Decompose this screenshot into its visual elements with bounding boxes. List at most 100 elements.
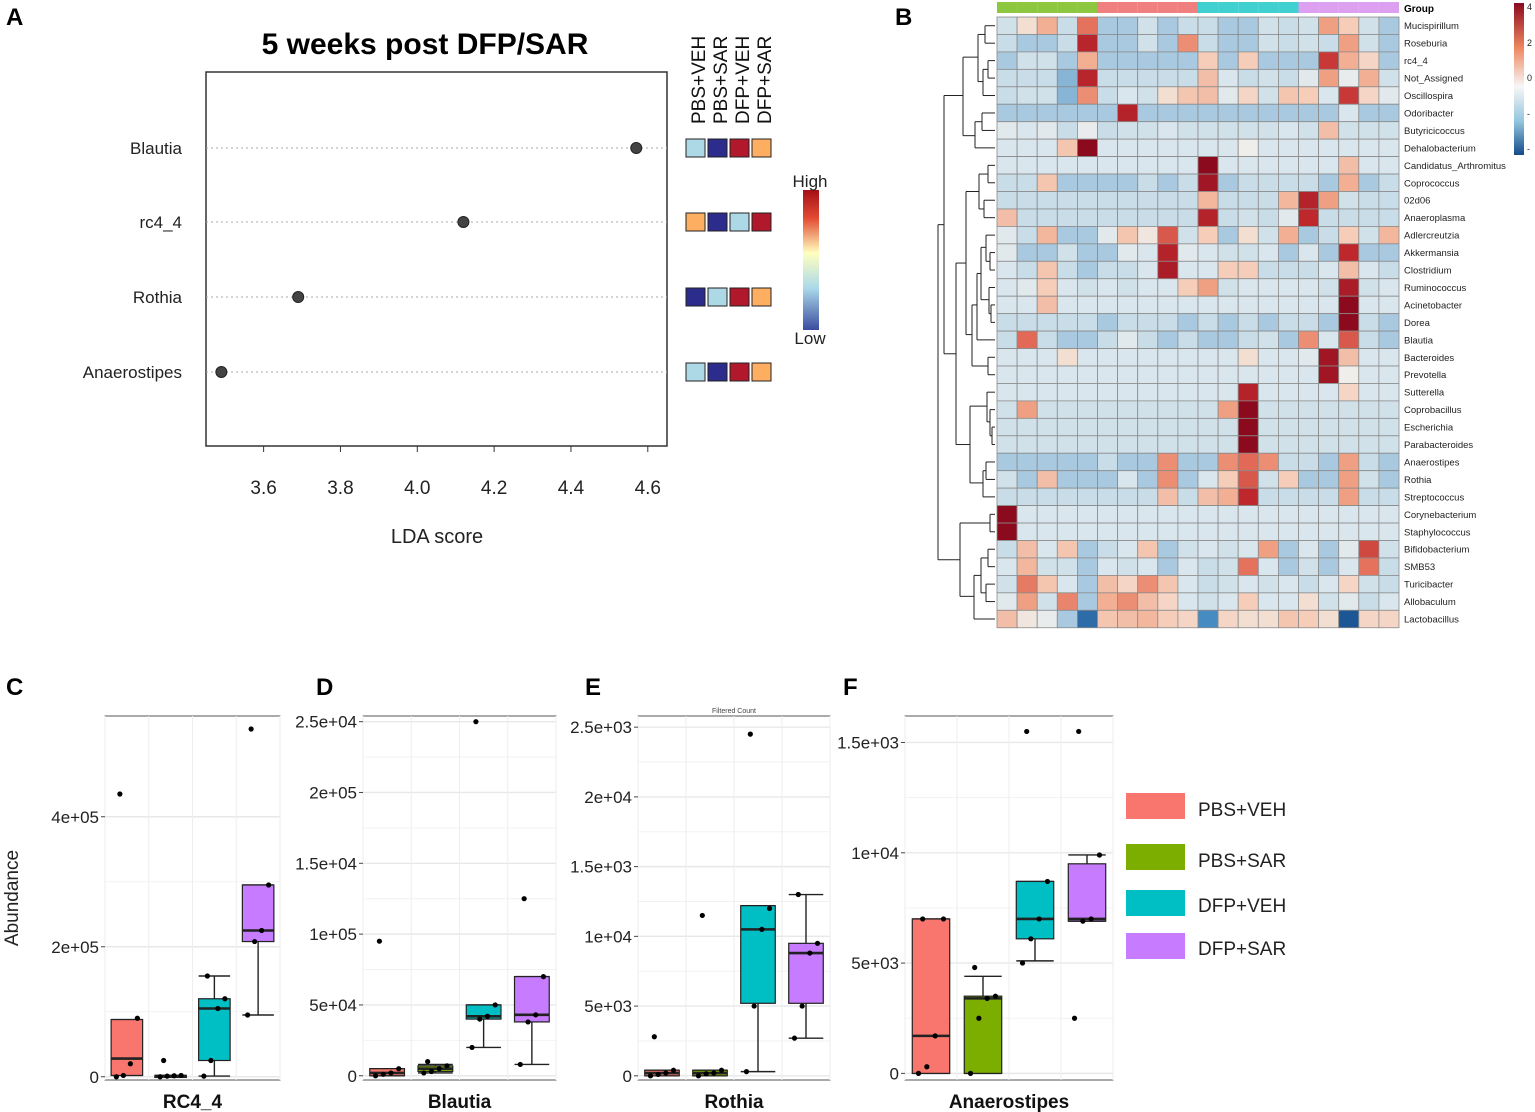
heatmap-cell [1097, 505, 1119, 524]
heatmap-cell [1338, 34, 1360, 53]
panel-a-group-label: PBS+VEH [689, 36, 710, 124]
heatmap-cell [1077, 121, 1098, 140]
heatmap-cell [1016, 34, 1038, 53]
heatmap-cell [996, 121, 1018, 140]
heatmap-cell [1016, 330, 1038, 349]
box-data-point [473, 719, 479, 725]
panel-a-lda-point [215, 366, 228, 378]
heatmap-cell [1117, 487, 1139, 506]
heatmap-cell [1358, 243, 1380, 262]
heatmap-cell [1036, 173, 1058, 192]
heatmap-cell [1036, 383, 1058, 402]
heatmap-cell [1318, 225, 1340, 245]
heatmap-cell [1157, 435, 1179, 454]
heatmap-cell [1237, 557, 1259, 576]
heatmap-cell [1056, 121, 1078, 140]
heatmap-cell [1217, 365, 1239, 384]
heatmap-cell [1117, 400, 1139, 419]
heatmap-cell [1358, 540, 1380, 559]
heatmap-cell [1097, 592, 1119, 611]
y-tick-label: 1e+04 [584, 927, 632, 946]
heatmap-cell [1137, 557, 1159, 576]
box-iqr [1067, 863, 1107, 922]
heatmap-cell [1056, 86, 1078, 105]
heatmap-row-label: Acinetobacter [1404, 300, 1462, 311]
heatmap-cell [1298, 348, 1320, 367]
heatmap-cell [1257, 260, 1279, 280]
heatmap-cell [1077, 51, 1098, 70]
box-data-point [976, 1015, 982, 1021]
heatmap-cell [1197, 103, 1219, 123]
heatmap-cell [1278, 278, 1299, 297]
heatmap-cell [1278, 575, 1299, 594]
heatmap-cell [1157, 365, 1179, 384]
heatmap-cell [1097, 435, 1119, 454]
heatmap-cell [1077, 417, 1098, 437]
heatmap-cell [1338, 103, 1360, 123]
heatmap-cell [996, 278, 1018, 297]
heatmap-row-label: Prevotella [1404, 370, 1447, 381]
heatmap-cell [1177, 51, 1199, 70]
panel-a-title: 5 weeks post DFP/SAR [262, 28, 589, 61]
box-data-point [215, 1005, 221, 1012]
heatmap-cell [1077, 138, 1098, 157]
heatmap-cell [1237, 470, 1259, 489]
heatmap-cell [1338, 156, 1360, 175]
legend-swatch [1126, 793, 1185, 819]
heatmap-cell [1177, 592, 1199, 611]
panel-a-group-label: PBS+SAR [711, 36, 732, 124]
heatmap-cell [1137, 348, 1159, 367]
heatmap-cell [1257, 505, 1279, 524]
heatmap-cell [1056, 173, 1078, 192]
heatmap-row-label: Odoribacter [1404, 108, 1454, 119]
heatmap-cell [1358, 522, 1380, 541]
heatmap-cell [1298, 68, 1320, 88]
heatmap-cell [1097, 522, 1119, 541]
heatmap-cell [1378, 540, 1400, 559]
panel-a-feature-label: rc4_4 [139, 213, 182, 232]
heatmap-cell [1237, 295, 1259, 315]
heatmap-cell [1237, 51, 1259, 70]
heatmap-cell [1257, 68, 1279, 88]
heatmap-cell [996, 103, 1018, 123]
legend-swatch [1126, 890, 1185, 916]
heatmap-cell [1097, 191, 1119, 210]
heatmap-cell [1278, 156, 1299, 175]
heatmap-cell [996, 417, 1018, 437]
heatmap-cell [1257, 435, 1279, 454]
heatmap-cell [996, 505, 1018, 524]
panel-a-lda-point [457, 216, 470, 228]
heatmap-cell [1338, 452, 1360, 472]
heatmap-cell [1358, 138, 1380, 157]
x-axis-label: RC4_4 [163, 1092, 223, 1112]
heatmap-cell [1378, 435, 1400, 454]
heatmap-cell [1378, 522, 1400, 541]
heatmap-cell [1016, 592, 1038, 611]
heatmap-cell [1257, 383, 1279, 402]
heatmap-cell [1338, 138, 1360, 157]
heatmap-cell [1278, 260, 1299, 280]
heatmap-cell [1137, 16, 1159, 35]
y-tick-label: 1.5e+04 [295, 854, 357, 873]
heatmap-cell [1197, 592, 1219, 611]
box-data-point [492, 1002, 498, 1008]
heatmap-cell [1117, 260, 1139, 280]
heatmap-cell [1318, 191, 1340, 210]
heatmap-group-bar-cell [1318, 2, 1339, 13]
heatmap-cell [1097, 156, 1119, 175]
heatmap-cell [1137, 156, 1159, 175]
heatmap-cell [1257, 575, 1279, 594]
heatmap-cell [1257, 34, 1279, 53]
heatmap-cell [1117, 522, 1139, 541]
heatmap-cell [1097, 278, 1119, 297]
box-iqr [911, 918, 951, 1074]
heatmap-cell [1077, 592, 1098, 611]
heatmap-cell [1097, 173, 1119, 192]
heatmap-cell [1257, 156, 1279, 175]
heatmap-cell [1318, 435, 1340, 454]
heatmap-cell [1318, 417, 1340, 437]
panel-a-group-tile [685, 287, 706, 307]
heatmap-cell [1378, 278, 1400, 297]
heatmap-cell [1157, 278, 1179, 297]
heatmap-cell [1097, 452, 1119, 472]
